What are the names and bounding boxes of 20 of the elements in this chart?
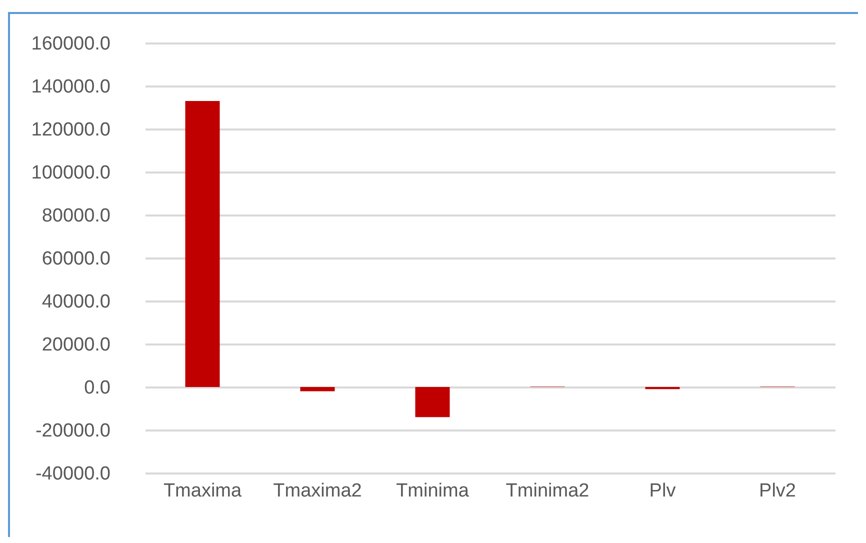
y-tick-label: 40000.0 [42, 292, 110, 312]
y-tick-label: 100000.0 [31, 162, 110, 184]
x-tick-label: Plv [649, 480, 676, 502]
y-tick-label: 20000.0 [42, 334, 110, 356]
y-tick-label: -20000.0 [35, 420, 110, 442]
x-tick-label: Tmaxima2 [273, 480, 362, 502]
bar [300, 387, 335, 392]
x-tick-label: Tminima2 [506, 480, 590, 502]
bar [185, 101, 220, 387]
y-tick-label: 60000.0 [42, 248, 110, 270]
x-tick-label: Plv2 [759, 480, 796, 502]
y-tick-label: 120000.0 [31, 120, 110, 140]
y-tick-label: 160000.0 [31, 34, 110, 54]
y-tick-label: 140000.0 [31, 76, 110, 98]
x-tick-label: Tmaxima [163, 480, 242, 502]
y-tick-label: -40000.0 [35, 464, 110, 484]
bar [415, 387, 450, 418]
x-tick-label: Tminima [396, 480, 470, 502]
y-tick-label: 0.0 [84, 378, 110, 398]
y-tick-label: 80000.0 [42, 206, 110, 226]
